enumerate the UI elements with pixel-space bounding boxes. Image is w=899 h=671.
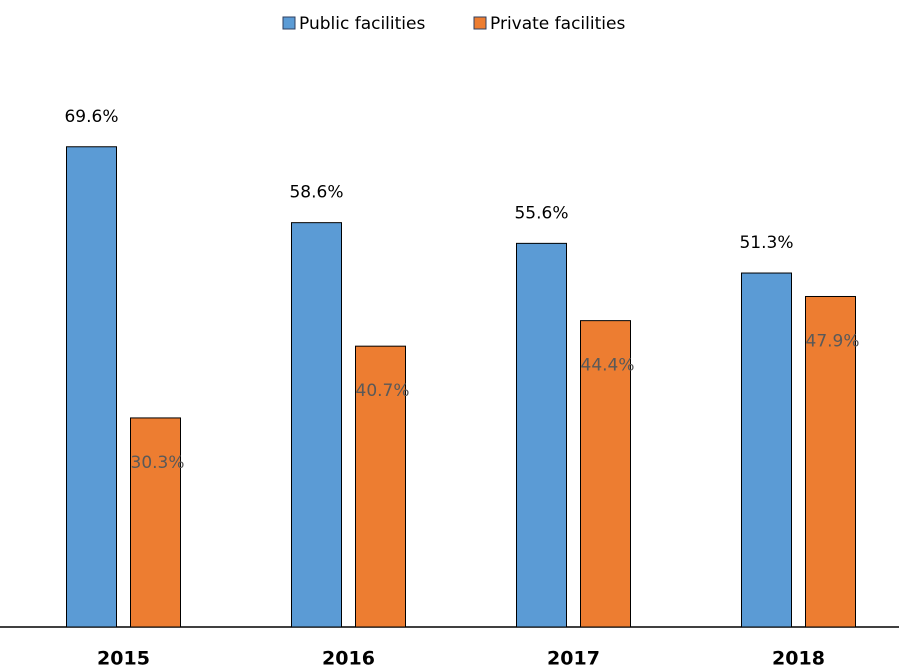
legend-swatch <box>473 16 487 30</box>
data-label: 30.3% <box>131 453 185 473</box>
data-label: 51.3% <box>739 233 793 253</box>
x-tick-label: 2015 <box>97 648 150 670</box>
x-tick-label: 2016 <box>322 648 375 670</box>
legend-swatch <box>282 16 296 30</box>
bar <box>66 146 117 628</box>
bar <box>580 320 631 628</box>
legend-label: Private facilities <box>490 14 625 34</box>
x-tick-label: 2017 <box>547 648 600 670</box>
bar <box>130 417 181 628</box>
bar <box>355 345 406 628</box>
data-label: 58.6% <box>289 183 343 203</box>
bar <box>291 222 342 628</box>
data-label: 40.7% <box>356 381 410 401</box>
data-label: 55.6% <box>514 203 568 223</box>
x-tick-label: 2018 <box>772 648 825 670</box>
data-label: 47.9% <box>806 331 860 351</box>
bar <box>741 272 792 628</box>
data-label: 69.6% <box>64 107 118 127</box>
legend-label: Public facilities <box>299 14 425 34</box>
data-label: 44.4% <box>581 356 635 376</box>
bar <box>516 242 567 628</box>
bar <box>805 295 856 628</box>
